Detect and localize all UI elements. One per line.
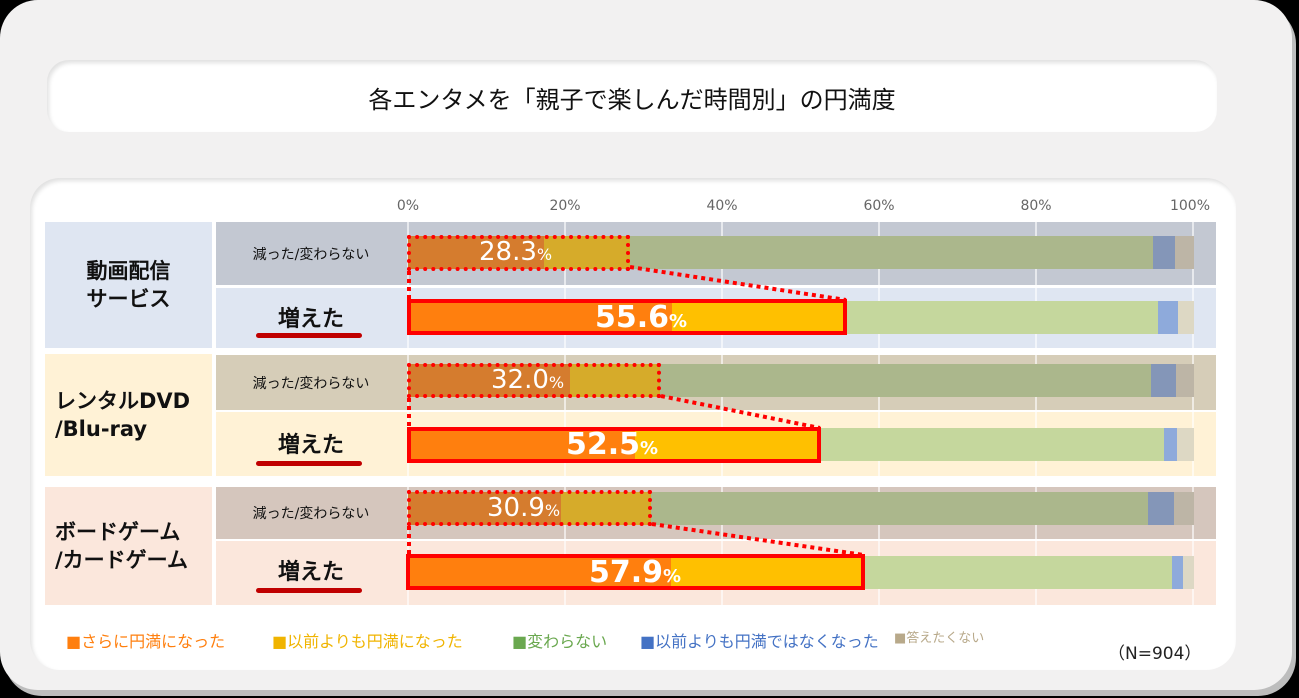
x-tick-40: 40% bbox=[706, 198, 738, 214]
row-label-boardgame-increased: 増えた bbox=[277, 560, 344, 585]
gridline-100 bbox=[1192, 222, 1194, 605]
x-tick-0: 0% bbox=[396, 198, 420, 214]
legend-unchanged: ■変わらない bbox=[512, 632, 608, 651]
legend-more-harmonious: ■さらに円満になった bbox=[66, 632, 226, 651]
increased-underline bbox=[256, 588, 362, 593]
group-label-dvd: レンタルDVD/Blu-ray bbox=[45, 354, 212, 476]
seg-no-answer bbox=[1175, 364, 1194, 397]
x-tick-100: 100% bbox=[1169, 198, 1211, 214]
row-label-video-reduced: 減った/変わらない bbox=[252, 246, 370, 263]
row-label-dvd-reduced: 減った/変わらない bbox=[252, 375, 370, 392]
gridline-80 bbox=[1035, 222, 1037, 605]
value-label-boardgame-reduced: 30.9% bbox=[487, 493, 561, 523]
value-label-boardgame-increased: 57.9% bbox=[589, 555, 682, 590]
gridline-60 bbox=[878, 222, 880, 605]
seg-more-harmonious bbox=[408, 364, 570, 397]
seg-more-harmonious bbox=[408, 236, 544, 269]
group-label-line2: サービス bbox=[86, 287, 171, 311]
title-box: 各エンタメを「親子で楽しんだ時間別」の円満度 bbox=[47, 60, 1217, 132]
seg-no-answer bbox=[1178, 301, 1194, 334]
row-label-video-increased: 増えた bbox=[277, 307, 344, 332]
highlight-boardgame-reduced bbox=[407, 490, 652, 526]
highlight-dvd-reduced bbox=[407, 363, 661, 398]
legend-somewhat-harmonious: ■以前よりも円満になった bbox=[272, 632, 463, 651]
group-label-line1: 動画配信 bbox=[86, 259, 171, 283]
seg-no-answer bbox=[1175, 236, 1194, 269]
x-tick-80: 80% bbox=[1020, 198, 1052, 214]
increased-underline bbox=[256, 333, 362, 338]
seg-less-harmonious bbox=[1171, 556, 1183, 589]
group-label-line2: /カードゲーム bbox=[55, 548, 189, 572]
seg-no-answer bbox=[1176, 428, 1194, 461]
row-label-boardgame-reduced: 減った/変わらない bbox=[252, 506, 370, 522]
seg-more-harmonious bbox=[408, 556, 672, 589]
group-label-line2: /Blu-ray bbox=[55, 417, 148, 441]
seg-unchanged bbox=[659, 364, 1151, 397]
seg-somewhat-harmonious bbox=[569, 364, 660, 397]
legend-less-harmonious: ■以前よりも円満ではなくなった bbox=[640, 632, 879, 651]
seg-more-harmonious bbox=[408, 428, 636, 461]
bar-dvd-reduced bbox=[408, 364, 1194, 397]
bar-video-reduced bbox=[408, 236, 1194, 269]
gridline-0 bbox=[407, 222, 409, 605]
bar-boardgame-reduced bbox=[408, 492, 1194, 525]
gridline-20 bbox=[564, 222, 566, 605]
legend-no-answer: ■答えたくない bbox=[894, 631, 985, 646]
seg-somewhat-harmonious bbox=[635, 428, 821, 461]
increased-underline bbox=[256, 461, 362, 466]
bar-video-increased bbox=[408, 301, 1194, 334]
value-label-video-increased: 55.6% bbox=[595, 300, 688, 335]
seg-less-harmonious bbox=[1150, 364, 1176, 397]
seg-less-harmonious bbox=[1147, 492, 1175, 525]
gridline-40 bbox=[721, 222, 723, 605]
row-label-dvd-increased: 増えた bbox=[277, 433, 344, 458]
value-label-dvd-reduced: 32.0% bbox=[491, 365, 565, 395]
group-label-line1: ボードゲーム bbox=[55, 520, 181, 544]
seg-unchanged bbox=[820, 428, 1165, 461]
seg-no-answer bbox=[1174, 492, 1194, 525]
highlight-dvd-increased bbox=[407, 427, 821, 463]
seg-less-harmonious bbox=[1153, 236, 1176, 269]
value-label-video-reduced: 28.3% bbox=[479, 237, 553, 267]
seg-somewhat-harmonious bbox=[671, 556, 864, 589]
seg-unchanged bbox=[650, 492, 1148, 525]
group-label-boardgame: ボードゲーム/カードゲーム bbox=[45, 487, 212, 605]
bar-dvd-increased bbox=[408, 428, 1194, 461]
value-label-dvd-increased: 52.5% bbox=[566, 427, 659, 462]
group-label-video: 動画配信 サービス bbox=[45, 222, 212, 348]
bar-boardgame-increased bbox=[408, 556, 1194, 589]
x-tick-60: 60% bbox=[863, 198, 895, 214]
highlight-boardgame-increased bbox=[406, 554, 865, 590]
seg-less-harmonious bbox=[1164, 428, 1177, 461]
seg-somewhat-harmonious bbox=[543, 236, 631, 269]
sample-size-note: （N=904） bbox=[1108, 644, 1202, 664]
seg-less-harmonious bbox=[1157, 301, 1179, 334]
highlight-video-reduced bbox=[407, 235, 630, 271]
x-tick-20: 20% bbox=[549, 198, 581, 214]
seg-unchanged bbox=[863, 556, 1172, 589]
seg-more-harmonious bbox=[408, 301, 673, 334]
seg-more-harmonious bbox=[408, 492, 562, 525]
seg-unchanged bbox=[630, 236, 1154, 269]
group-label-line1: レンタルDVD bbox=[55, 389, 191, 413]
seg-no-answer bbox=[1182, 556, 1194, 589]
chart-title: 各エンタメを「親子で楽しんだ時間別」の円満度 bbox=[368, 86, 896, 114]
highlight-video-increased bbox=[407, 299, 847, 335]
seg-somewhat-harmonious bbox=[561, 492, 651, 525]
seg-somewhat-harmonious bbox=[672, 301, 845, 334]
seg-unchanged bbox=[845, 301, 1158, 334]
